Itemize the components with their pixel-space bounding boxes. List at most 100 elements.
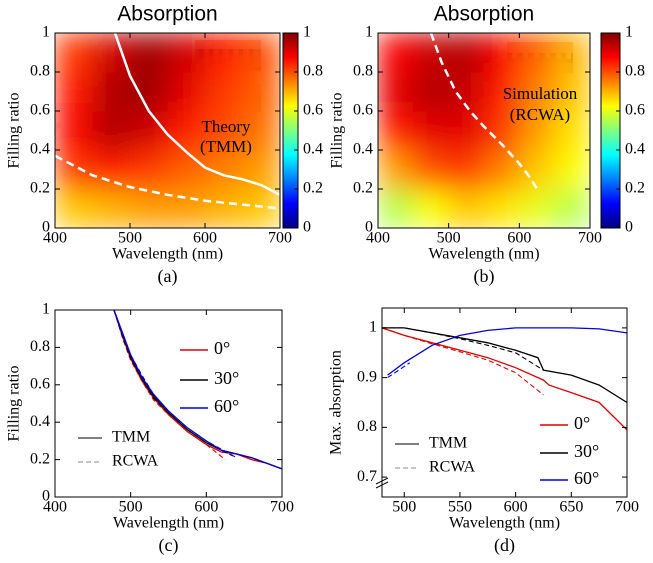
heat-cell (484, 33, 520, 73)
heat-cell (130, 33, 168, 73)
x-axis-label: Wavelength (nm) (428, 246, 539, 263)
heat-cell (519, 72, 556, 112)
x-tick-label: 700 (268, 230, 292, 247)
colorbar (282, 32, 299, 229)
heat-cell (519, 111, 556, 151)
heat-cell (484, 72, 520, 112)
x-tick-label: 400 (43, 230, 67, 247)
heat-cell (205, 189, 243, 229)
y-tick-label: 0.2 (30, 180, 50, 197)
x-tick-label: 700 (615, 499, 639, 516)
x-tick-label: 600 (504, 499, 528, 516)
heat-cell (378, 33, 414, 73)
y-tick-label: 0 (42, 219, 50, 236)
colorbar-tick-label: 1 (625, 24, 633, 41)
legend-label: 30° (214, 368, 239, 388)
plot-frame (54, 309, 283, 498)
annotation: Theory (201, 117, 251, 136)
panel-caption: (a) (158, 266, 178, 287)
line-tmm (382, 327, 627, 431)
x-tick-label: 400 (366, 230, 390, 247)
heat-cell (519, 33, 556, 73)
heat-cell (92, 189, 131, 229)
y-tick-label: 0.4 (30, 141, 50, 158)
heat-cell (167, 111, 206, 151)
y-tick-label: 0.4 (30, 413, 50, 430)
heat-cell (167, 150, 206, 190)
plot-frame (381, 307, 628, 498)
heat-cell (167, 189, 206, 229)
x-axis-label: Wavelength (nm) (113, 515, 224, 532)
colorbar-tick-label: 0.6 (303, 102, 323, 119)
heat-cell (55, 111, 93, 151)
chart-title: Absorption (434, 3, 534, 26)
heat-cell (554, 72, 591, 112)
heat-cell (378, 189, 414, 229)
x-tick-label: 500 (119, 499, 143, 516)
colorbar-tick-label: 0.2 (303, 180, 323, 197)
y-tick-label: 1 (365, 24, 373, 41)
heat-cell (484, 189, 520, 229)
legend-label: TMM (112, 429, 150, 446)
line-rcwa (382, 327, 544, 396)
plot-frame (54, 32, 281, 229)
heatmap (55, 33, 281, 229)
panel-caption: (b) (474, 266, 495, 287)
heat-cell (130, 111, 168, 151)
heat-cell (92, 111, 131, 151)
y-tick-label: 0.8 (357, 418, 377, 435)
heat-cell (554, 150, 591, 190)
y-tick-label: 0.8 (30, 63, 50, 80)
heat-cell (554, 111, 591, 151)
legend-label: 0° (214, 338, 230, 358)
colorbar-tick-label: 0.4 (625, 141, 645, 158)
contour-line (429, 32, 539, 190)
y-axis-label: Max. absorption (328, 350, 345, 455)
heat-cell (413, 111, 450, 151)
x-tick-label: 400 (43, 499, 67, 516)
x-axis-label: Wavelength (nm) (112, 246, 223, 263)
heat-cell (167, 33, 206, 73)
y-tick-label: 0.2 (30, 450, 50, 467)
heat-cell (413, 150, 450, 190)
heat-cell (55, 33, 93, 73)
heatmap (378, 33, 591, 229)
heat-cell (92, 150, 131, 190)
y-tick-label: 0 (42, 488, 50, 505)
y-axis-label: Filling ratio (6, 93, 23, 169)
heat-cell (413, 72, 450, 112)
heat-cell (55, 72, 93, 112)
colorbar-tick-label: 0 (303, 219, 311, 236)
y-tick-label: 1 (42, 24, 50, 41)
legend-label: 60° (574, 468, 599, 488)
heat-cell (205, 111, 243, 151)
heat-cell (130, 72, 168, 112)
heat-cell (205, 33, 243, 73)
colorbar (600, 32, 621, 229)
heat-cell (413, 189, 450, 229)
heat-cell (205, 72, 243, 112)
y-axis-label: Filling ratio (329, 93, 346, 169)
colorbar-tick-label: 0.2 (625, 180, 645, 197)
heat-cell (92, 72, 131, 112)
line-tmm (387, 327, 627, 376)
y-tick-label: 0 (365, 219, 373, 236)
heat-cell (378, 150, 414, 190)
heat-cell (92, 33, 131, 73)
chart-title: Absorption (117, 3, 217, 26)
colorbar-tick-label: 0.8 (303, 63, 323, 80)
line-tmm (113, 310, 282, 470)
x-tick-label: 550 (448, 499, 472, 516)
x-tick-label: 650 (559, 499, 583, 516)
heat-cell (55, 189, 93, 229)
heat-cell (378, 111, 414, 151)
y-tick-label: 0.2 (353, 180, 373, 197)
y-tick-label: 0.6 (30, 102, 50, 119)
panel-caption: (c) (159, 535, 179, 556)
contour-line (54, 154, 281, 210)
colorbar-tick-label: 0.8 (625, 63, 645, 80)
y-tick-label: 1 (42, 301, 50, 318)
legend-label: RCWA (429, 459, 476, 476)
heat-cell (554, 33, 591, 73)
